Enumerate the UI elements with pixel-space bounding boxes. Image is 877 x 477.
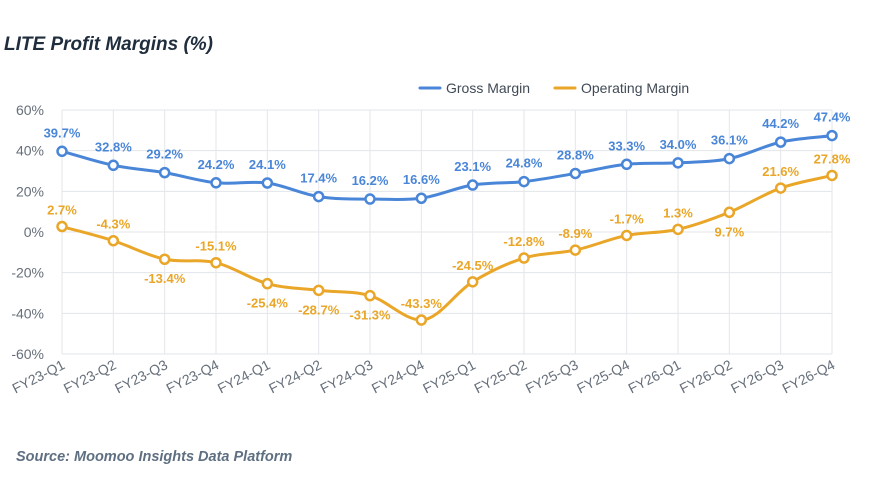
x-tick-label: FY25-Q3 — [523, 356, 581, 396]
gross-margin-point — [723, 152, 736, 165]
operating-margin-point — [261, 277, 274, 290]
gross-margin-point — [158, 166, 171, 179]
operating-margin-label: -25.4% — [247, 296, 289, 311]
operating-margin-label: -1.7% — [610, 211, 644, 226]
gross-margin-label: 16.2% — [352, 173, 389, 188]
operating-margin-point — [158, 253, 171, 265]
series — [56, 129, 838, 326]
y-tick-label: 20% — [16, 183, 44, 199]
y-tick-label: -60% — [11, 346, 44, 362]
operating-margin-label: 2.7% — [47, 203, 77, 218]
gross-margin-point — [774, 136, 787, 148]
legend-label: Gross Margin — [446, 80, 530, 96]
gross-margin-label: 36.1% — [711, 133, 748, 148]
operating-margin-label: -28.7% — [298, 302, 340, 317]
operating-margin-label: -13.4% — [144, 271, 186, 286]
gross-margin-point — [107, 159, 120, 172]
operating-margin-point — [466, 276, 479, 288]
operating-margin-label: 9.7% — [715, 224, 745, 239]
x-tick-label: FY23-Q4 — [163, 356, 221, 396]
x-tick-label: FY23-Q3 — [112, 356, 170, 396]
gross-margin-label: 32.8% — [95, 139, 132, 154]
x-tick-label: FY26-Q4 — [779, 356, 837, 396]
x-tick-label: FY26-Q1 — [625, 356, 683, 396]
gross-margin-label: 24.2% — [198, 157, 235, 172]
operating-margin-point — [774, 182, 787, 194]
legend[interactable]: Gross Margin Operating Margin — [418, 80, 689, 96]
gross-margin-point — [364, 193, 376, 205]
x-tick-label: FY25-Q2 — [471, 356, 529, 396]
operating-margin-label: -15.1% — [195, 239, 237, 254]
x-tick-label: FY23-Q1 — [9, 356, 67, 396]
x-tick-label: FY24-Q3 — [317, 356, 375, 396]
chart-title: LITE Profit Margins (%) — [4, 34, 213, 55]
operating-margin-point — [826, 169, 838, 182]
gross-margin-label: 34.0% — [660, 137, 697, 152]
gross-margin-point — [210, 177, 222, 189]
gross-margin-label: 28.8% — [557, 147, 594, 162]
gross-margin-label: 16.6% — [403, 172, 440, 187]
gross-margin-point — [415, 192, 428, 204]
x-tick-label: FY24-Q1 — [215, 356, 273, 396]
y-tick-label: 40% — [16, 143, 44, 159]
operating-margin-label: -4.3% — [96, 217, 130, 232]
operating-margin-point — [415, 314, 428, 326]
operating-margin-label: 21.6% — [762, 164, 799, 179]
operating-margin-label: 1.3% — [663, 205, 693, 220]
operating-margin-label: -43.3% — [401, 296, 443, 311]
operating-margin-point — [620, 229, 633, 242]
x-tick-label: FY26-Q3 — [728, 356, 786, 396]
gross-margin-label: 29.2% — [146, 147, 183, 162]
legend-label: Operating Margin — [581, 80, 689, 96]
gross-margin-line — [60, 134, 834, 202]
gross-margin-label: 17.4% — [300, 171, 337, 186]
gridlines — [61, 109, 833, 355]
gross-margin-point — [466, 179, 479, 191]
gross-margin-label: 24.1% — [249, 157, 286, 172]
gross-margin-point — [518, 175, 530, 188]
operating-margin-point — [569, 244, 582, 256]
operating-margin-label: -31.3% — [349, 308, 391, 323]
operating-margin-point — [312, 284, 325, 297]
y-tick-label: 0% — [24, 224, 44, 240]
operating-margin-label: 27.8% — [814, 151, 851, 166]
gross-margin-label: 23.1% — [454, 159, 491, 174]
operating-margin-point — [672, 223, 684, 236]
operating-margin-point — [56, 220, 68, 233]
y-tick-label: 60% — [16, 102, 44, 118]
x-tick-label: FY24-Q4 — [369, 356, 427, 396]
operating-margin-label: -8.9% — [558, 226, 592, 241]
gross-margin-point — [312, 190, 325, 203]
x-tick-label: FY25-Q4 — [574, 356, 632, 396]
gross-margin-point — [620, 158, 633, 171]
gross-margin-point — [826, 129, 838, 142]
operating-margin-point — [364, 289, 376, 302]
y-tick-label: -20% — [11, 265, 44, 281]
operating-margin-line — [60, 173, 834, 322]
data-labels: 39.7% 32.8% 29.2% 24.2% 24.1% 17.4% 16.2% 16.6%… — [44, 110, 851, 323]
x-tick-label: FY24-Q2 — [266, 356, 324, 396]
gross-margin-label: 39.7% — [44, 125, 81, 140]
x-tick-label: FY26-Q2 — [677, 356, 735, 396]
gross-margin-point — [56, 145, 68, 158]
source-note: Source: Moomoo Insights Data Platform — [16, 449, 293, 465]
operating-margin-label: -24.5% — [452, 258, 494, 273]
gross-margin-label: 33.3% — [608, 138, 645, 153]
x-tick-label: FY23-Q2 — [61, 356, 119, 396]
operating-margin-point — [518, 252, 530, 264]
gross-margin-label: 44.2% — [762, 116, 799, 131]
gross-margin-point — [569, 167, 582, 180]
operating-margin-point — [723, 206, 736, 219]
gross-margin-point — [672, 157, 684, 169]
operating-margin-label: -12.8% — [503, 234, 545, 249]
gross-margin-label: 47.4% — [814, 110, 851, 125]
operating-margin-point — [107, 234, 120, 247]
gross-margin-label: 24.8% — [506, 156, 543, 171]
gross-margin-point — [261, 177, 274, 189]
y-tick-label: -40% — [11, 305, 44, 321]
operating-margin-point — [210, 256, 222, 269]
x-tick-label: FY25-Q1 — [420, 356, 478, 396]
